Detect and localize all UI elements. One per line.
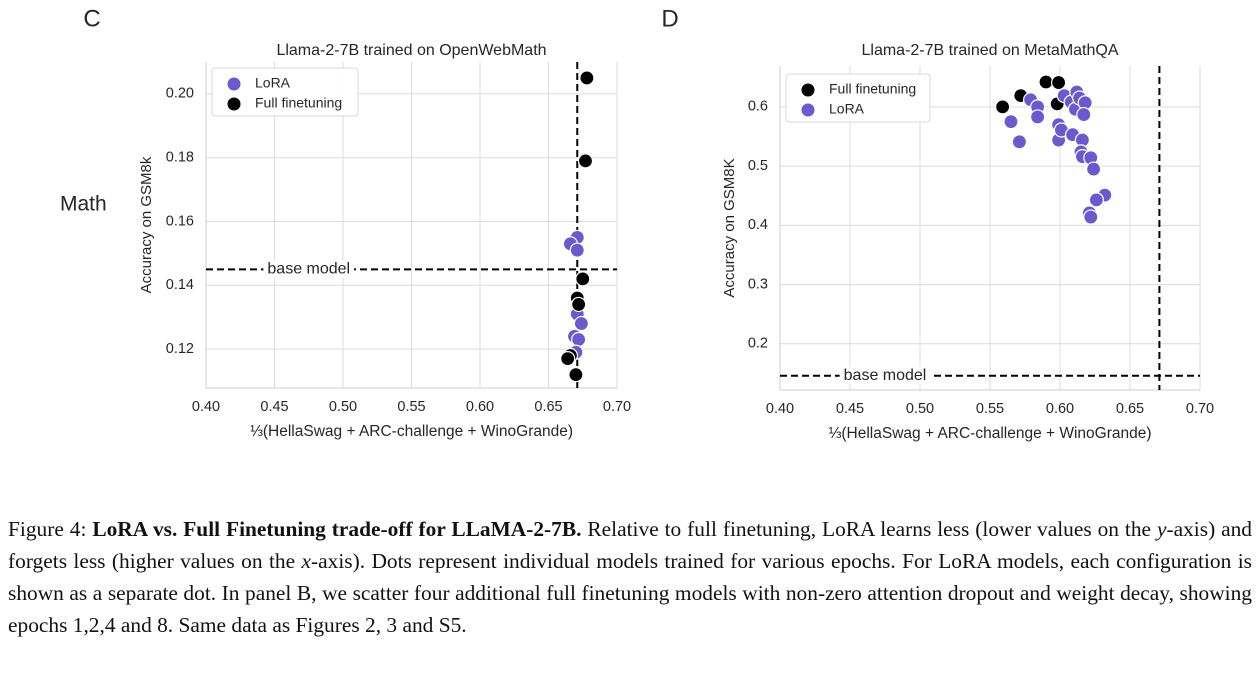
legend-box (211, 67, 359, 117)
point (575, 271, 591, 287)
point (568, 367, 584, 383)
point (579, 70, 595, 86)
point (560, 351, 576, 367)
y-tick-label: 0.6 (748, 99, 768, 115)
x-tick-label: 0.40 (766, 401, 794, 417)
x-tick-label: 0.50 (329, 399, 357, 415)
caption-italic: y (1156, 517, 1167, 541)
y-tick-label: 0.20 (166, 86, 194, 102)
point (571, 331, 587, 348)
legend-label: LoRA (829, 101, 865, 117)
point (994, 99, 1011, 115)
y-axis-label: Accuracy on GSM8K (721, 158, 738, 297)
x-tick-label: 0.70 (1186, 401, 1214, 417)
y-tick-label: 0.3 (748, 276, 768, 292)
caption-italic: x (301, 549, 312, 573)
x-tick-label: 0.50 (906, 401, 934, 417)
caption-bold: LoRA vs. Full Finetuning trade-off for L… (92, 517, 582, 541)
chart-title: Llama-2-7B trained on OpenWebMath (276, 42, 546, 59)
y-tick-label: 0.18 (166, 150, 194, 166)
panel-label: D (661, 5, 678, 32)
point (573, 315, 589, 332)
point (571, 296, 587, 313)
point (1088, 192, 1105, 208)
point (1011, 134, 1028, 150)
legend-marker (226, 96, 242, 112)
point (1029, 109, 1046, 125)
x-tick-label: 0.65 (534, 399, 562, 415)
legend-label: Full finetuning (829, 81, 916, 97)
legend-label: LoRA (255, 75, 291, 91)
point (1076, 106, 1092, 123)
x-tick-label: 0.60 (1046, 401, 1074, 417)
x-axis-label: ⅓(HellaSwag + ARC-challenge + WinoGrande… (250, 423, 573, 440)
legend-label: Full finetuning (255, 95, 342, 111)
x-tick-label: 0.55 (397, 399, 425, 415)
caption-text: -axis). Dots represent individual models… (8, 549, 1252, 637)
y-tick-label: 0.2 (748, 336, 768, 352)
point (1003, 114, 1019, 130)
legend-box (785, 73, 931, 123)
chart-title: Llama-2-7B trained on MetaMathQA (861, 42, 1118, 59)
legend-marker (226, 76, 242, 92)
x-tick-label: 0.45 (260, 399, 288, 415)
caption-text: Figure 4: (8, 517, 93, 541)
caption-text: -axis) and forgets less (higher values o… (8, 517, 1253, 573)
point (1085, 161, 1102, 177)
y-tick-label: 0.12 (166, 341, 194, 357)
y-tick-label: 0.16 (166, 213, 194, 229)
row-label: Math (60, 193, 107, 216)
y-axis-label: Accuracy on GSM8k (138, 156, 155, 293)
reference-label: base model (844, 367, 927, 384)
point (1083, 209, 1099, 225)
x-tick-label: 0.70 (603, 399, 631, 415)
reference-label-bg (839, 367, 931, 385)
point (577, 153, 594, 169)
point (1038, 74, 1054, 90)
legend-marker (800, 82, 816, 98)
y-tick-label: 0.5 (748, 158, 768, 174)
x-tick-label: 0.60 (466, 399, 494, 415)
x-tick-label: 0.45 (836, 401, 864, 417)
point (569, 242, 585, 258)
panel-label: C (83, 5, 100, 32)
x-tick-label: 0.65 (1116, 401, 1144, 417)
y-tick-label: 0.14 (166, 277, 194, 293)
x-axis-label: ⅓(HellaSwag + ARC-challenge + WinoGrande… (828, 425, 1151, 442)
figure: Math C Llama-2-7B trained on OpenWebMath 0… (60, 5, 1214, 442)
point (1050, 74, 1067, 91)
x-tick-label: 0.55 (976, 401, 1004, 417)
y-tick-label: 0.4 (748, 217, 768, 233)
caption-text: Relative to full finetuning, LoRA learns… (581, 517, 1157, 541)
reference-label-bg (263, 260, 355, 278)
legend-marker (800, 102, 816, 118)
caption: Figure 4: LoRA vs. Full Finetuning trade… (8, 513, 1252, 641)
reference-label: base model (267, 261, 350, 278)
x-tick-label: 0.40 (192, 399, 220, 415)
